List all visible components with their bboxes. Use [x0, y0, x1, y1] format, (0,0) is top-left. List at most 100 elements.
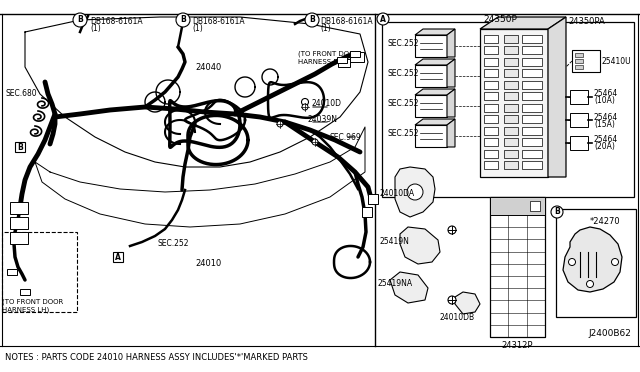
- Bar: [350, 52, 364, 62]
- Text: (1): (1): [192, 23, 203, 32]
- Text: 24312P: 24312P: [502, 340, 533, 350]
- Text: DB168-6161A: DB168-6161A: [320, 16, 372, 26]
- Bar: [522, 115, 542, 123]
- Bar: [504, 58, 518, 65]
- Text: (15A): (15A): [594, 119, 615, 128]
- Text: (20A): (20A): [594, 142, 615, 151]
- Text: B: B: [77, 16, 83, 25]
- Circle shape: [305, 13, 319, 27]
- Bar: [575, 59, 583, 63]
- Circle shape: [586, 280, 593, 288]
- Bar: [484, 115, 498, 123]
- Polygon shape: [455, 292, 480, 314]
- Bar: [522, 126, 542, 135]
- Text: DB168-6161A: DB168-6161A: [192, 16, 244, 26]
- Text: J2400B62: J2400B62: [589, 330, 632, 339]
- Text: DB168-6161A: DB168-6161A: [90, 16, 143, 26]
- Polygon shape: [447, 119, 455, 147]
- Circle shape: [611, 259, 618, 266]
- Bar: [504, 161, 518, 169]
- Bar: [570, 113, 588, 127]
- Bar: [20, 289, 30, 295]
- Bar: [484, 161, 498, 169]
- Text: (TO FRONT DOOR: (TO FRONT DOOR: [2, 299, 63, 305]
- Bar: [522, 103, 542, 112]
- Text: 25419N: 25419N: [380, 237, 410, 247]
- Polygon shape: [400, 227, 440, 264]
- Text: B: B: [309, 16, 315, 25]
- Bar: [10, 217, 28, 229]
- Text: 24350PA: 24350PA: [568, 16, 605, 26]
- Text: HARNESS LH): HARNESS LH): [2, 307, 49, 313]
- Bar: [570, 90, 588, 104]
- Bar: [575, 53, 583, 57]
- Bar: [484, 92, 498, 100]
- Text: A: A: [115, 253, 121, 262]
- Bar: [522, 35, 542, 42]
- Bar: [337, 57, 347, 63]
- Bar: [368, 194, 378, 204]
- Bar: [415, 125, 447, 147]
- Circle shape: [312, 139, 318, 145]
- Text: (1): (1): [320, 23, 331, 32]
- Bar: [504, 138, 518, 146]
- Polygon shape: [415, 119, 455, 125]
- Polygon shape: [447, 59, 455, 87]
- Text: SEC.680: SEC.680: [5, 90, 36, 99]
- Circle shape: [568, 259, 575, 266]
- Bar: [530, 201, 540, 211]
- Text: (10A): (10A): [594, 96, 615, 106]
- Bar: [113, 252, 123, 262]
- Text: 25410U: 25410U: [602, 57, 632, 65]
- Circle shape: [176, 13, 190, 27]
- Circle shape: [448, 296, 456, 304]
- Bar: [504, 150, 518, 157]
- Bar: [556, 209, 636, 317]
- Bar: [7, 269, 17, 275]
- Bar: [504, 46, 518, 54]
- Circle shape: [448, 226, 456, 234]
- Bar: [504, 80, 518, 89]
- Text: A: A: [380, 15, 386, 23]
- Polygon shape: [548, 17, 566, 177]
- Bar: [572, 50, 600, 72]
- Bar: [415, 95, 447, 117]
- Text: SEC.252: SEC.252: [387, 99, 419, 108]
- Polygon shape: [480, 17, 566, 29]
- Polygon shape: [563, 227, 622, 292]
- Text: *24270: *24270: [590, 218, 621, 227]
- Text: SEC.252: SEC.252: [387, 38, 419, 48]
- Bar: [10, 202, 28, 214]
- Bar: [504, 35, 518, 42]
- Polygon shape: [415, 89, 455, 95]
- Polygon shape: [415, 59, 455, 65]
- Bar: [362, 207, 372, 217]
- Bar: [522, 80, 542, 89]
- Text: SEC.252: SEC.252: [387, 128, 419, 138]
- Text: SEC.969: SEC.969: [330, 132, 362, 141]
- Bar: [570, 136, 588, 150]
- Text: HARNESS RH): HARNESS RH): [298, 59, 346, 65]
- Text: 25464: 25464: [594, 135, 618, 144]
- Text: 25464: 25464: [594, 90, 618, 99]
- Bar: [522, 150, 542, 157]
- Bar: [484, 150, 498, 157]
- Bar: [10, 232, 28, 244]
- Text: SEC.252: SEC.252: [158, 240, 189, 248]
- Circle shape: [377, 13, 389, 25]
- Bar: [484, 126, 498, 135]
- Bar: [415, 35, 447, 57]
- Bar: [490, 197, 545, 215]
- Text: (1): (1): [90, 23, 100, 32]
- Bar: [484, 58, 498, 65]
- Bar: [522, 69, 542, 77]
- Bar: [15, 142, 25, 152]
- Bar: [484, 69, 498, 77]
- Text: (TO FRONT DOOR: (TO FRONT DOOR: [298, 51, 359, 57]
- Circle shape: [551, 206, 563, 218]
- Bar: [504, 92, 518, 100]
- Polygon shape: [447, 89, 455, 117]
- Bar: [522, 161, 542, 169]
- Bar: [522, 46, 542, 54]
- Bar: [522, 138, 542, 146]
